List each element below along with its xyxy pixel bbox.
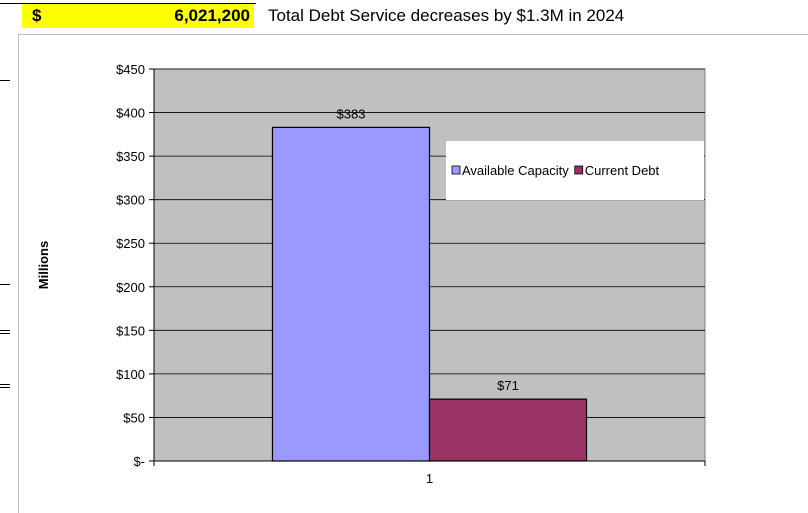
currency-symbol-cell: $ — [22, 4, 66, 28]
legend-swatch — [574, 165, 584, 175]
bar-data-label: $383 — [337, 106, 366, 121]
chart-area — [18, 34, 808, 513]
y-tick-label: $150 — [116, 323, 145, 338]
cell-border-mark — [0, 80, 10, 81]
y-tick-label: $400 — [116, 106, 145, 121]
y-tick-label: $200 — [116, 280, 145, 295]
legend: Available Capacity Current Debt — [446, 141, 704, 200]
y-tick-label: $300 — [116, 193, 145, 208]
y-tick-label: $350 — [116, 149, 145, 164]
cell-border-mark — [0, 284, 10, 285]
y-axis-label: Millions — [36, 241, 51, 289]
y-tick-label: $50 — [123, 410, 145, 425]
y-tick-label: $100 — [116, 367, 145, 382]
bar-data-label: $71 — [497, 378, 519, 393]
legend-swatch — [451, 165, 461, 175]
bars: $383 $71 — [271, 106, 588, 462]
bar-current-debt — [428, 398, 588, 462]
top-border-rule — [0, 3, 256, 4]
total-amount-cell: 6,021,200 — [66, 4, 254, 28]
header-row: $ 6,021,200 Total Debt Service decreases… — [0, 0, 808, 30]
y-tick-label: $450 — [116, 62, 145, 77]
legend-label: Current Debt — [585, 163, 660, 178]
double-underline-mark — [0, 384, 10, 388]
y-axis-ticks: $- $50 $100 $150 $200 $250 $300 $350 $400 $450 — [116, 62, 705, 469]
y-tick-label: $250 — [116, 236, 145, 251]
double-underline-mark — [0, 330, 10, 334]
bar-available-capacity — [271, 126, 431, 462]
x-axis-ticks: 1 — [153, 461, 706, 486]
debt-service-note: Total Debt Service decreases by $1.3M in… — [268, 6, 625, 25]
x-tick-label: 1 — [426, 471, 433, 486]
legend-label: Available Capacity — [462, 163, 569, 178]
y-tick-label: $- — [133, 454, 145, 469]
